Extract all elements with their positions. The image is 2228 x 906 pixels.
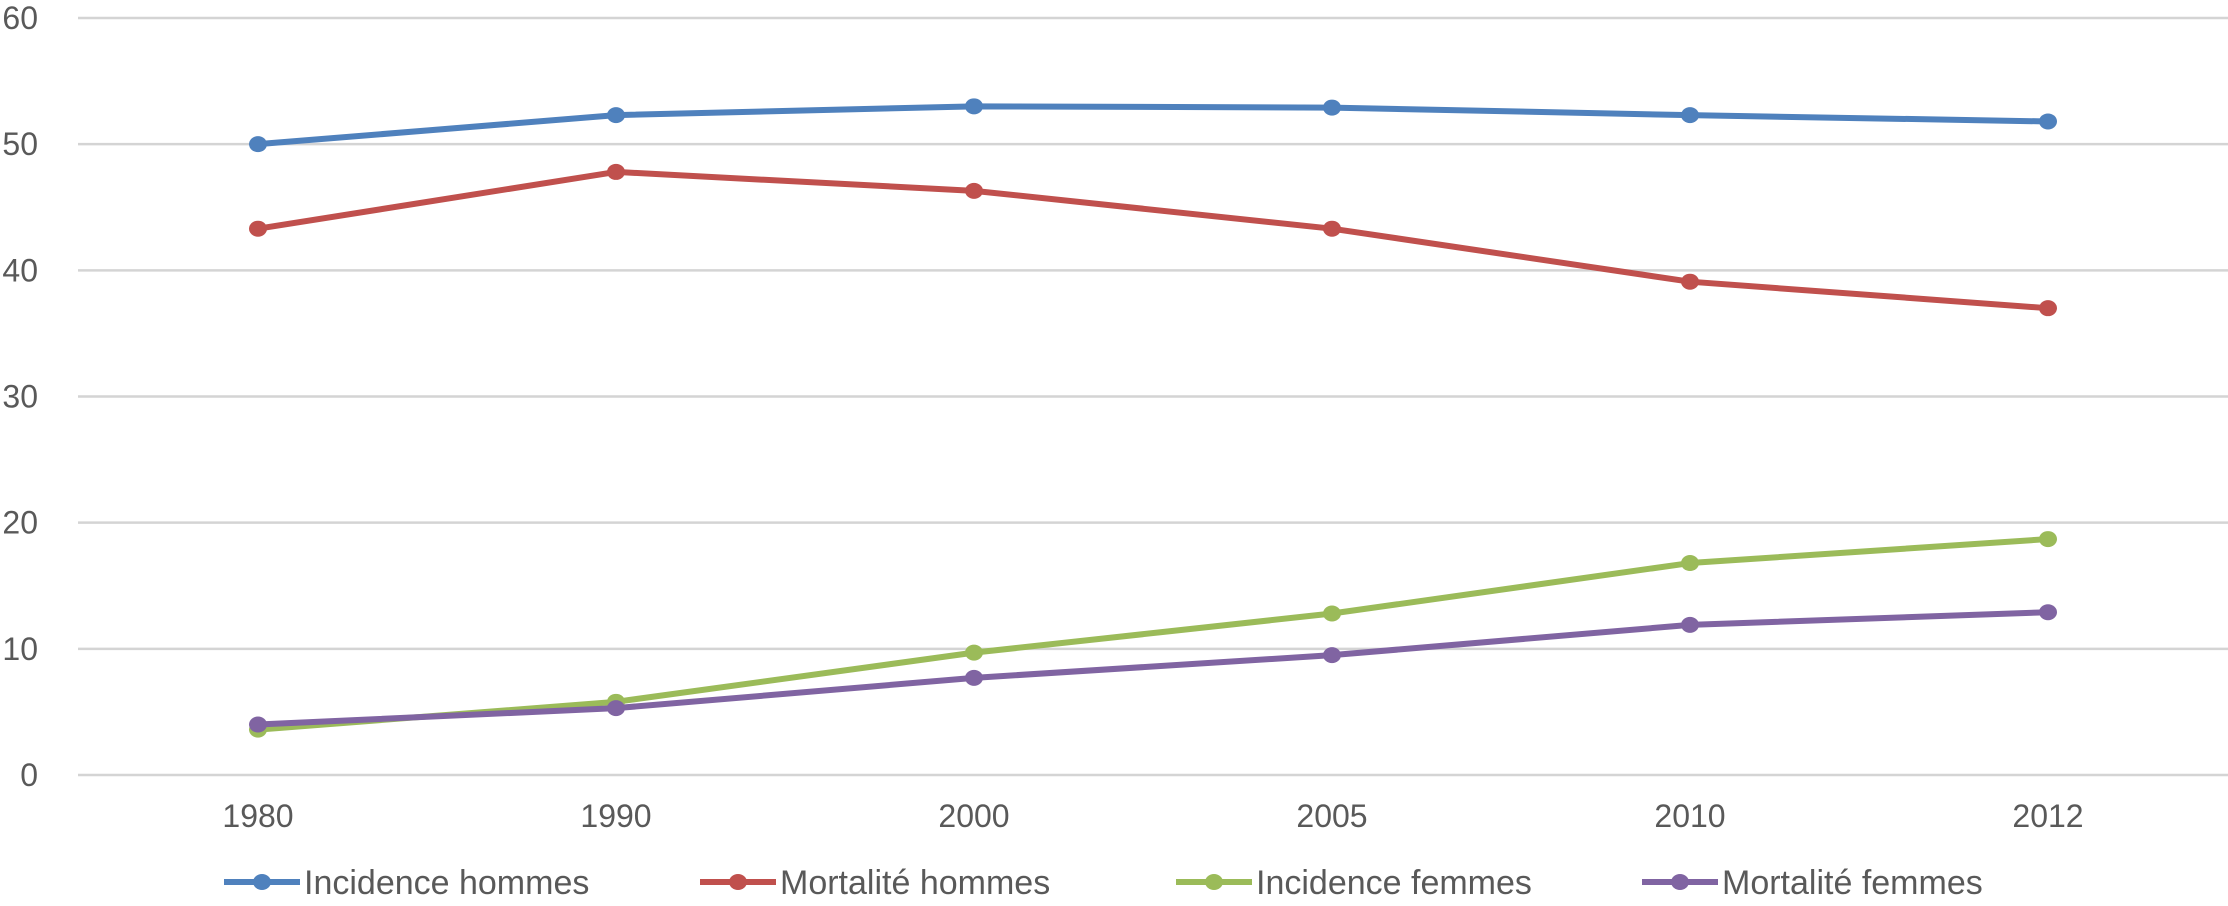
series-2 <box>249 531 2057 738</box>
data-point <box>607 163 625 180</box>
legend-label: Incidence hommes <box>304 864 589 901</box>
data-point <box>1681 107 1699 124</box>
data-point <box>1681 616 1699 633</box>
data-point <box>1681 273 1699 290</box>
data-point <box>965 669 983 686</box>
series-line <box>255 609 2051 728</box>
legend-swatch-marker <box>729 874 747 890</box>
series-lines <box>249 98 2057 738</box>
y-tick-label: 0 <box>20 757 38 793</box>
x-tick-label: 2010 <box>1654 798 1725 834</box>
x-axis-tick-labels: 1980 1990 2000 2005 2010 2012 <box>222 798 2083 834</box>
data-point <box>965 98 983 115</box>
data-point <box>1681 555 1699 572</box>
data-point <box>965 644 983 661</box>
data-point <box>1323 220 1341 237</box>
legend-label: Mortalité femmes <box>1722 864 1983 901</box>
series-line <box>255 103 2051 148</box>
y-tick-label: 10 <box>2 631 38 667</box>
data-point <box>607 700 625 717</box>
x-tick-label: 2012 <box>2012 798 2083 834</box>
legend-swatch-marker <box>253 874 271 890</box>
data-point <box>965 182 983 199</box>
y-tick-label: 60 <box>2 0 38 36</box>
x-tick-label: 1990 <box>580 798 651 834</box>
x-tick-label: 2005 <box>1296 798 1367 834</box>
series-0 <box>249 98 2057 153</box>
legend-item-0: Incidence hommes <box>224 864 589 902</box>
data-point <box>249 136 267 153</box>
data-point <box>1323 605 1341 622</box>
data-point <box>249 716 267 733</box>
x-tick-label: 1980 <box>222 798 293 834</box>
legend-item-1: Mortalité hommes <box>700 864 1050 902</box>
data-point <box>249 220 267 237</box>
data-point <box>607 107 625 124</box>
series-3 <box>249 604 2057 733</box>
x-tick-label: 2000 <box>938 798 1009 834</box>
legend-item-3: Mortalité femmes <box>1642 864 1983 902</box>
data-point <box>2039 300 2057 317</box>
legend-swatch-marker <box>1205 874 1223 890</box>
legend-label: Mortalité hommes <box>780 864 1050 901</box>
legend: Incidence hommes Mortalité hommes Incidenc… <box>224 864 1983 902</box>
y-tick-label: 50 <box>2 126 38 162</box>
legend-label: Incidence femmes <box>1256 864 1532 901</box>
gridlines <box>78 16 2228 777</box>
y-tick-label: 20 <box>2 505 38 541</box>
legend-item-2: Incidence femmes <box>1176 864 1532 902</box>
series-1 <box>249 163 2057 317</box>
data-point <box>2039 604 2057 621</box>
data-point <box>1323 647 1341 664</box>
data-point <box>2039 113 2057 130</box>
legend-swatch-marker <box>1671 874 1689 890</box>
series-line <box>255 168 2051 312</box>
series-line <box>255 536 2051 733</box>
data-point <box>2039 531 2057 548</box>
y-axis-tick-labels: 0 10 20 30 40 50 60 <box>2 0 38 793</box>
y-tick-label: 40 <box>2 252 38 288</box>
data-point <box>1323 99 1341 116</box>
y-tick-label: 30 <box>2 379 38 415</box>
